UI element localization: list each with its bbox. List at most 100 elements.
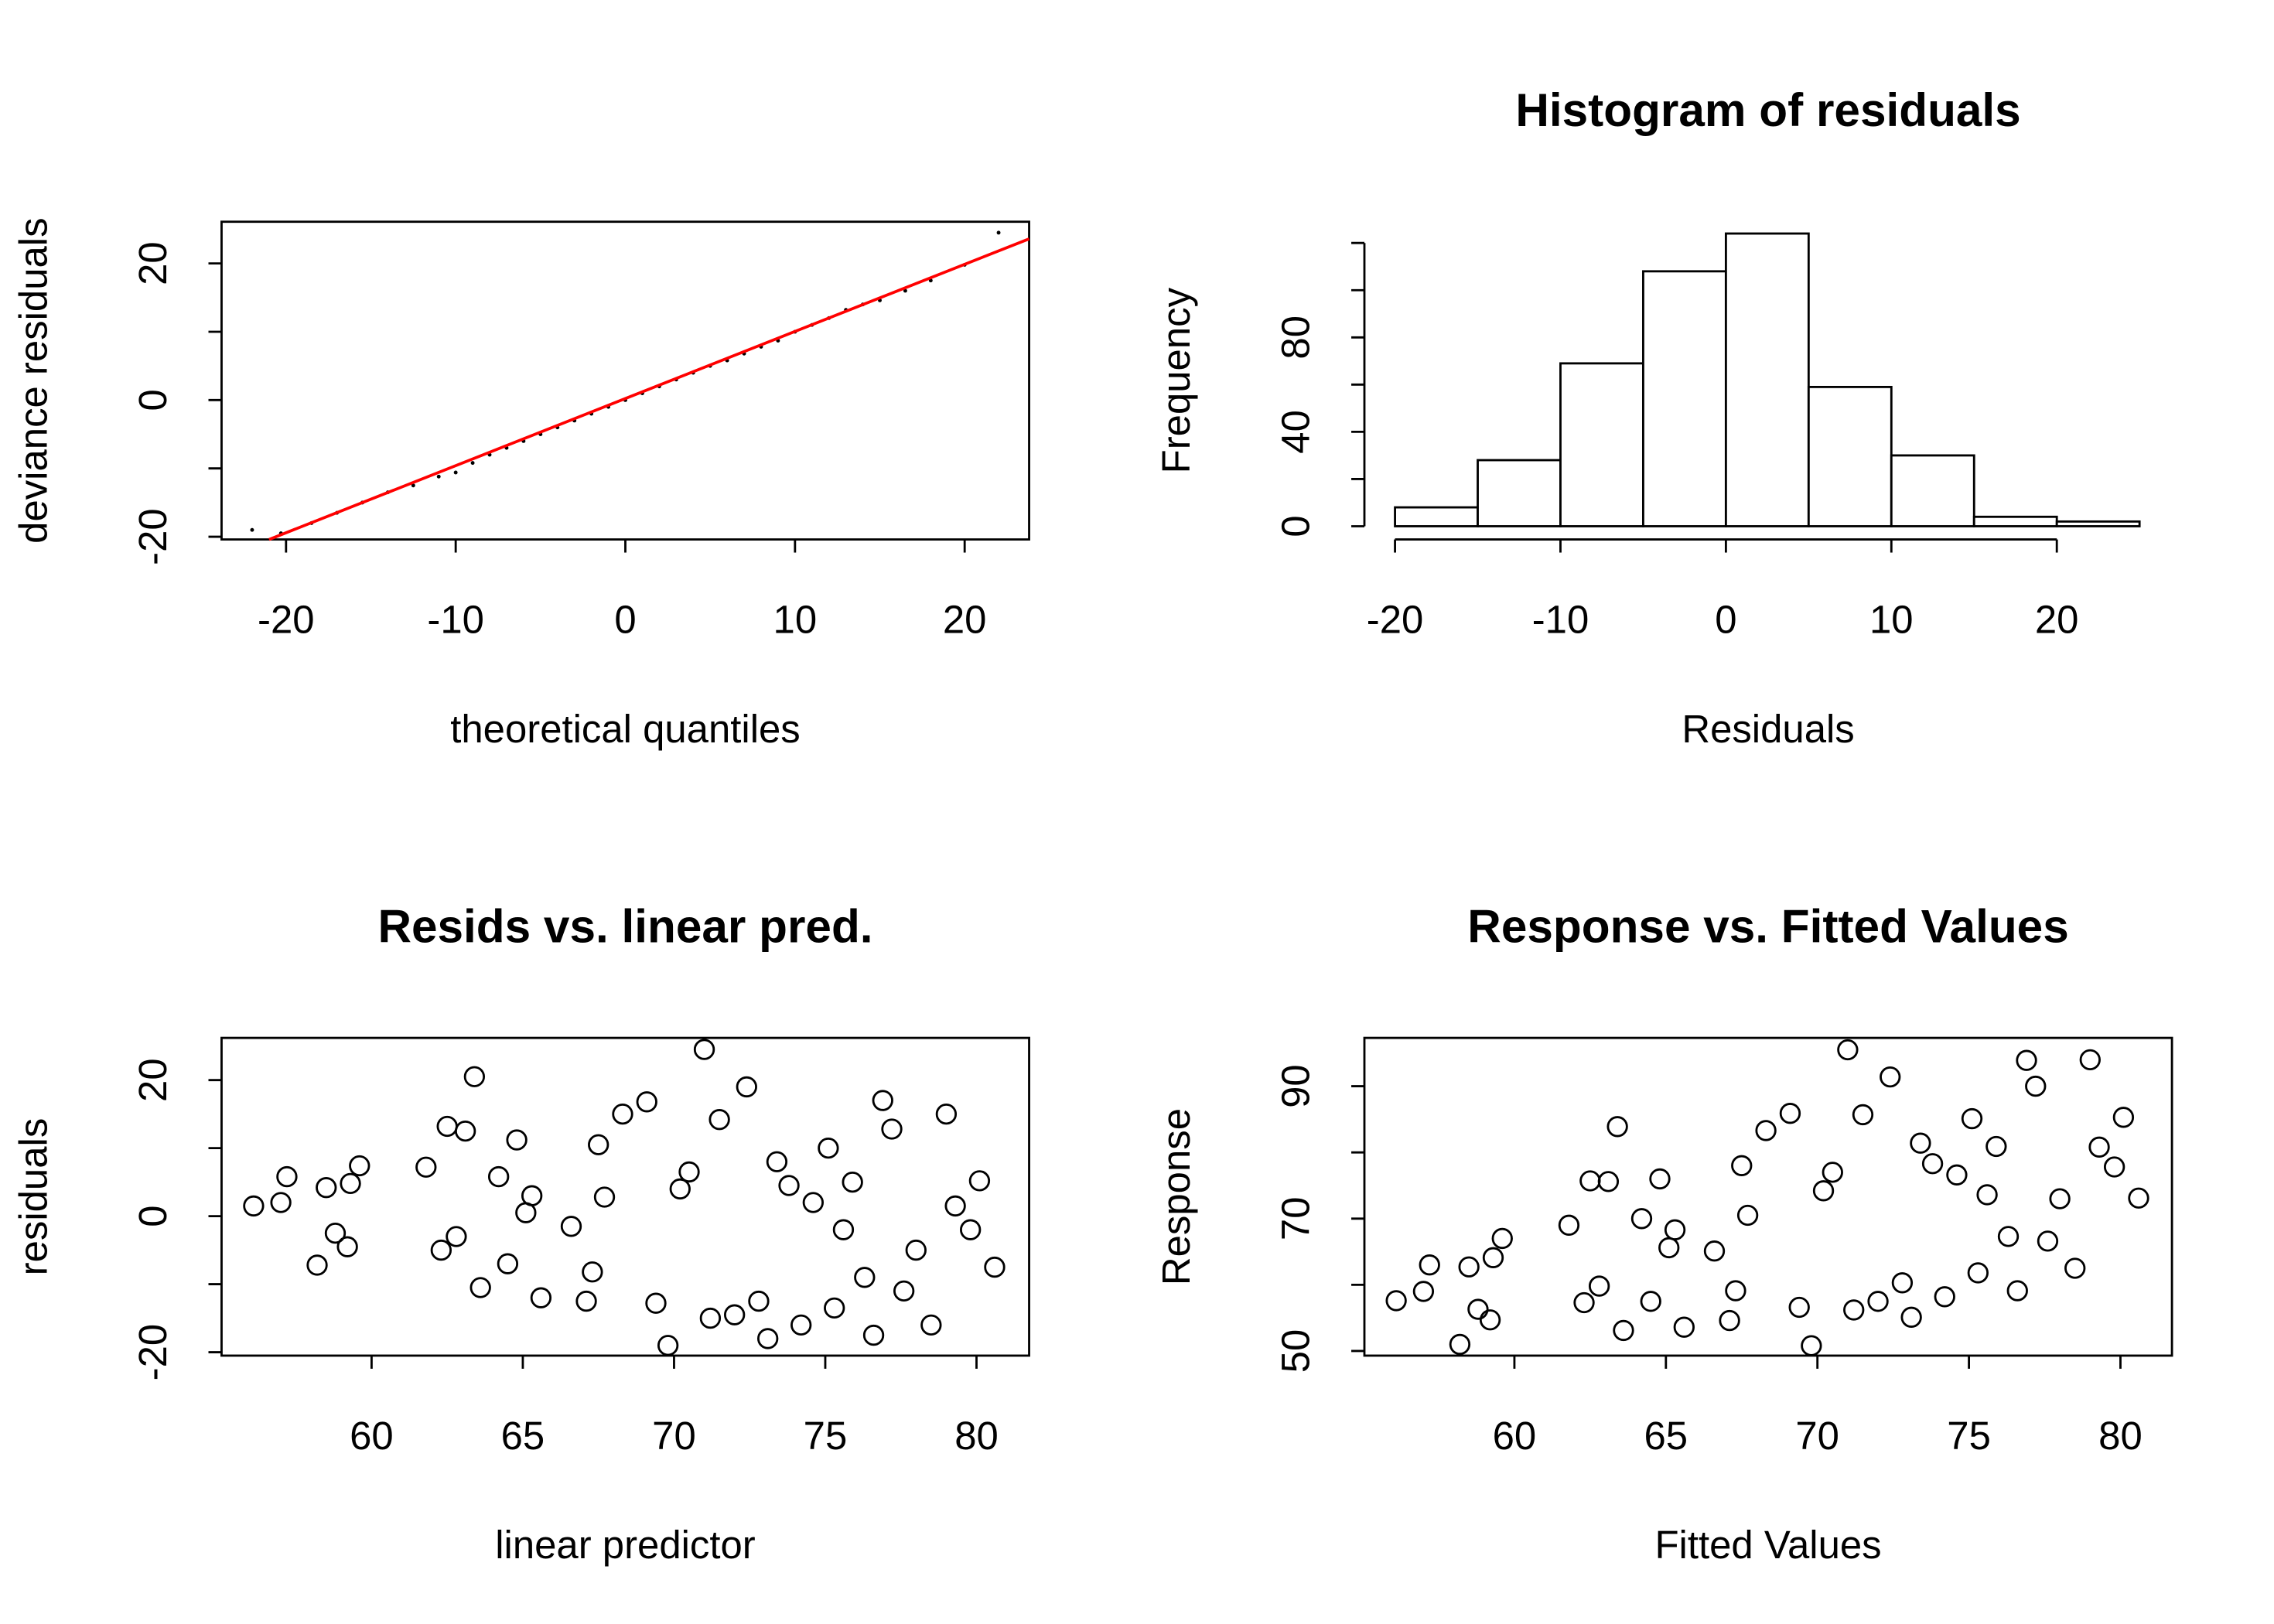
x-tick-label: 75 [1947,1414,1991,1458]
y-tick-label: -20 [131,508,175,565]
scatter-point [669,1178,691,1200]
scatter-point [582,1261,603,1283]
scatter-point [678,1161,700,1183]
x-tick-label: -20 [258,597,315,641]
histogram-bar [1559,362,1644,527]
scatter-point [588,1134,609,1155]
scatter-point [243,1195,265,1217]
histogram-bar [1394,506,1479,527]
qq-point [436,474,441,479]
scatter-point [1664,1219,1686,1240]
scatter-point [2037,1230,2059,1252]
scatter-point [1703,1240,1726,1262]
scatter-point [1491,1227,1513,1250]
y-tick-label: 20 [131,241,175,285]
histogram-bar [1642,270,1727,527]
scatter-point [1449,1333,1471,1356]
scatter-point [1967,1262,1989,1284]
scatter-point [1613,1319,1634,1342]
scatter-point [1458,1256,1480,1278]
x-axis-label: Fitted Values [1654,1523,1881,1567]
x-tick-label: 60 [1493,1414,1537,1458]
scatter-point [1606,1116,1628,1138]
scatter-point [1597,1171,1620,1192]
x-tick-label: 75 [804,1414,848,1458]
scatter-point [1725,1280,1746,1302]
scatter-point [1985,1135,2007,1158]
x-tick-label: 80 [954,1414,999,1458]
scatter-point [2128,1187,2149,1209]
scatter-point [1630,1208,1653,1230]
x-tick-label: 10 [773,597,818,641]
scatter-point [1934,1286,1955,1308]
scatter-point [905,1239,927,1261]
scatter-point [1880,1066,1901,1088]
y-tick-label: 0 [131,389,175,411]
scatter-point [920,1314,942,1336]
scatter-point [1788,1296,1810,1319]
scatter-point [1867,1291,1889,1312]
x-tick-label: 10 [1869,597,1914,641]
scatter-point [1801,1335,1822,1356]
x-tick-label: 0 [1715,597,1736,641]
scatter-point [872,1090,893,1111]
scatter-point [699,1307,722,1329]
scatter-point [463,1066,486,1087]
scatter-point [824,1297,845,1319]
scatter-point [336,1236,358,1257]
scatter-point [854,1267,876,1288]
scatter-point [1837,1039,1859,1061]
x-tick-label: 65 [1644,1414,1688,1458]
scatter-point [2006,1280,2028,1302]
scatter-point [778,1175,800,1196]
qq-point [903,288,907,293]
scatter-point [1412,1281,1435,1302]
scatter-point [430,1239,452,1261]
scatter-point [1419,1254,1440,1276]
scatter-point [454,1120,476,1142]
scatter-point [340,1172,361,1195]
scatter-point [1579,1170,1601,1192]
scatter-point [1822,1162,1843,1183]
scatter-point [2112,1107,2135,1128]
plot-box [220,220,1030,541]
scatter-point [2103,1156,2125,1178]
scatter-point [1482,1247,1504,1268]
scatter-point [1736,1204,1759,1227]
scatter-point [736,1076,757,1098]
scatter-point [415,1156,437,1178]
plot-box [1363,1036,2173,1357]
histogram-bar [1972,515,2058,527]
scatter-point [944,1195,966,1217]
y-axis-label: Response [1154,1108,1198,1285]
histogram-bar [1807,385,1893,527]
qq-point [411,483,415,488]
scatter-point [1558,1214,1580,1237]
x-axis-label: linear predictor [495,1523,756,1567]
histogram-bar [1724,232,1810,527]
scatter-point [2079,1049,2101,1071]
scatter-point [521,1185,543,1206]
histogram-bar [1477,459,1562,527]
scatter-point [818,1137,839,1159]
scatter-point [748,1290,770,1312]
scatter-point [575,1290,597,1312]
scatter-point [1891,1272,1914,1294]
scatter-point [1673,1316,1695,1338]
scatter-point [270,1192,292,1213]
x-tick-label: 20 [943,597,987,641]
scatter-point [657,1335,679,1356]
x-tick-label: -10 [427,597,484,641]
scatter-point [1588,1275,1610,1297]
scatter-point [893,1280,915,1302]
scatter-point [862,1324,885,1346]
y-axis-label: Frequency [1154,287,1198,473]
scatter-point [802,1192,824,1213]
chart-title: Histogram of residuals [1515,84,2020,136]
qq-point [453,470,458,475]
scatter-point [968,1170,991,1192]
scatter-point [1900,1306,1922,1328]
qq-point [250,527,254,532]
